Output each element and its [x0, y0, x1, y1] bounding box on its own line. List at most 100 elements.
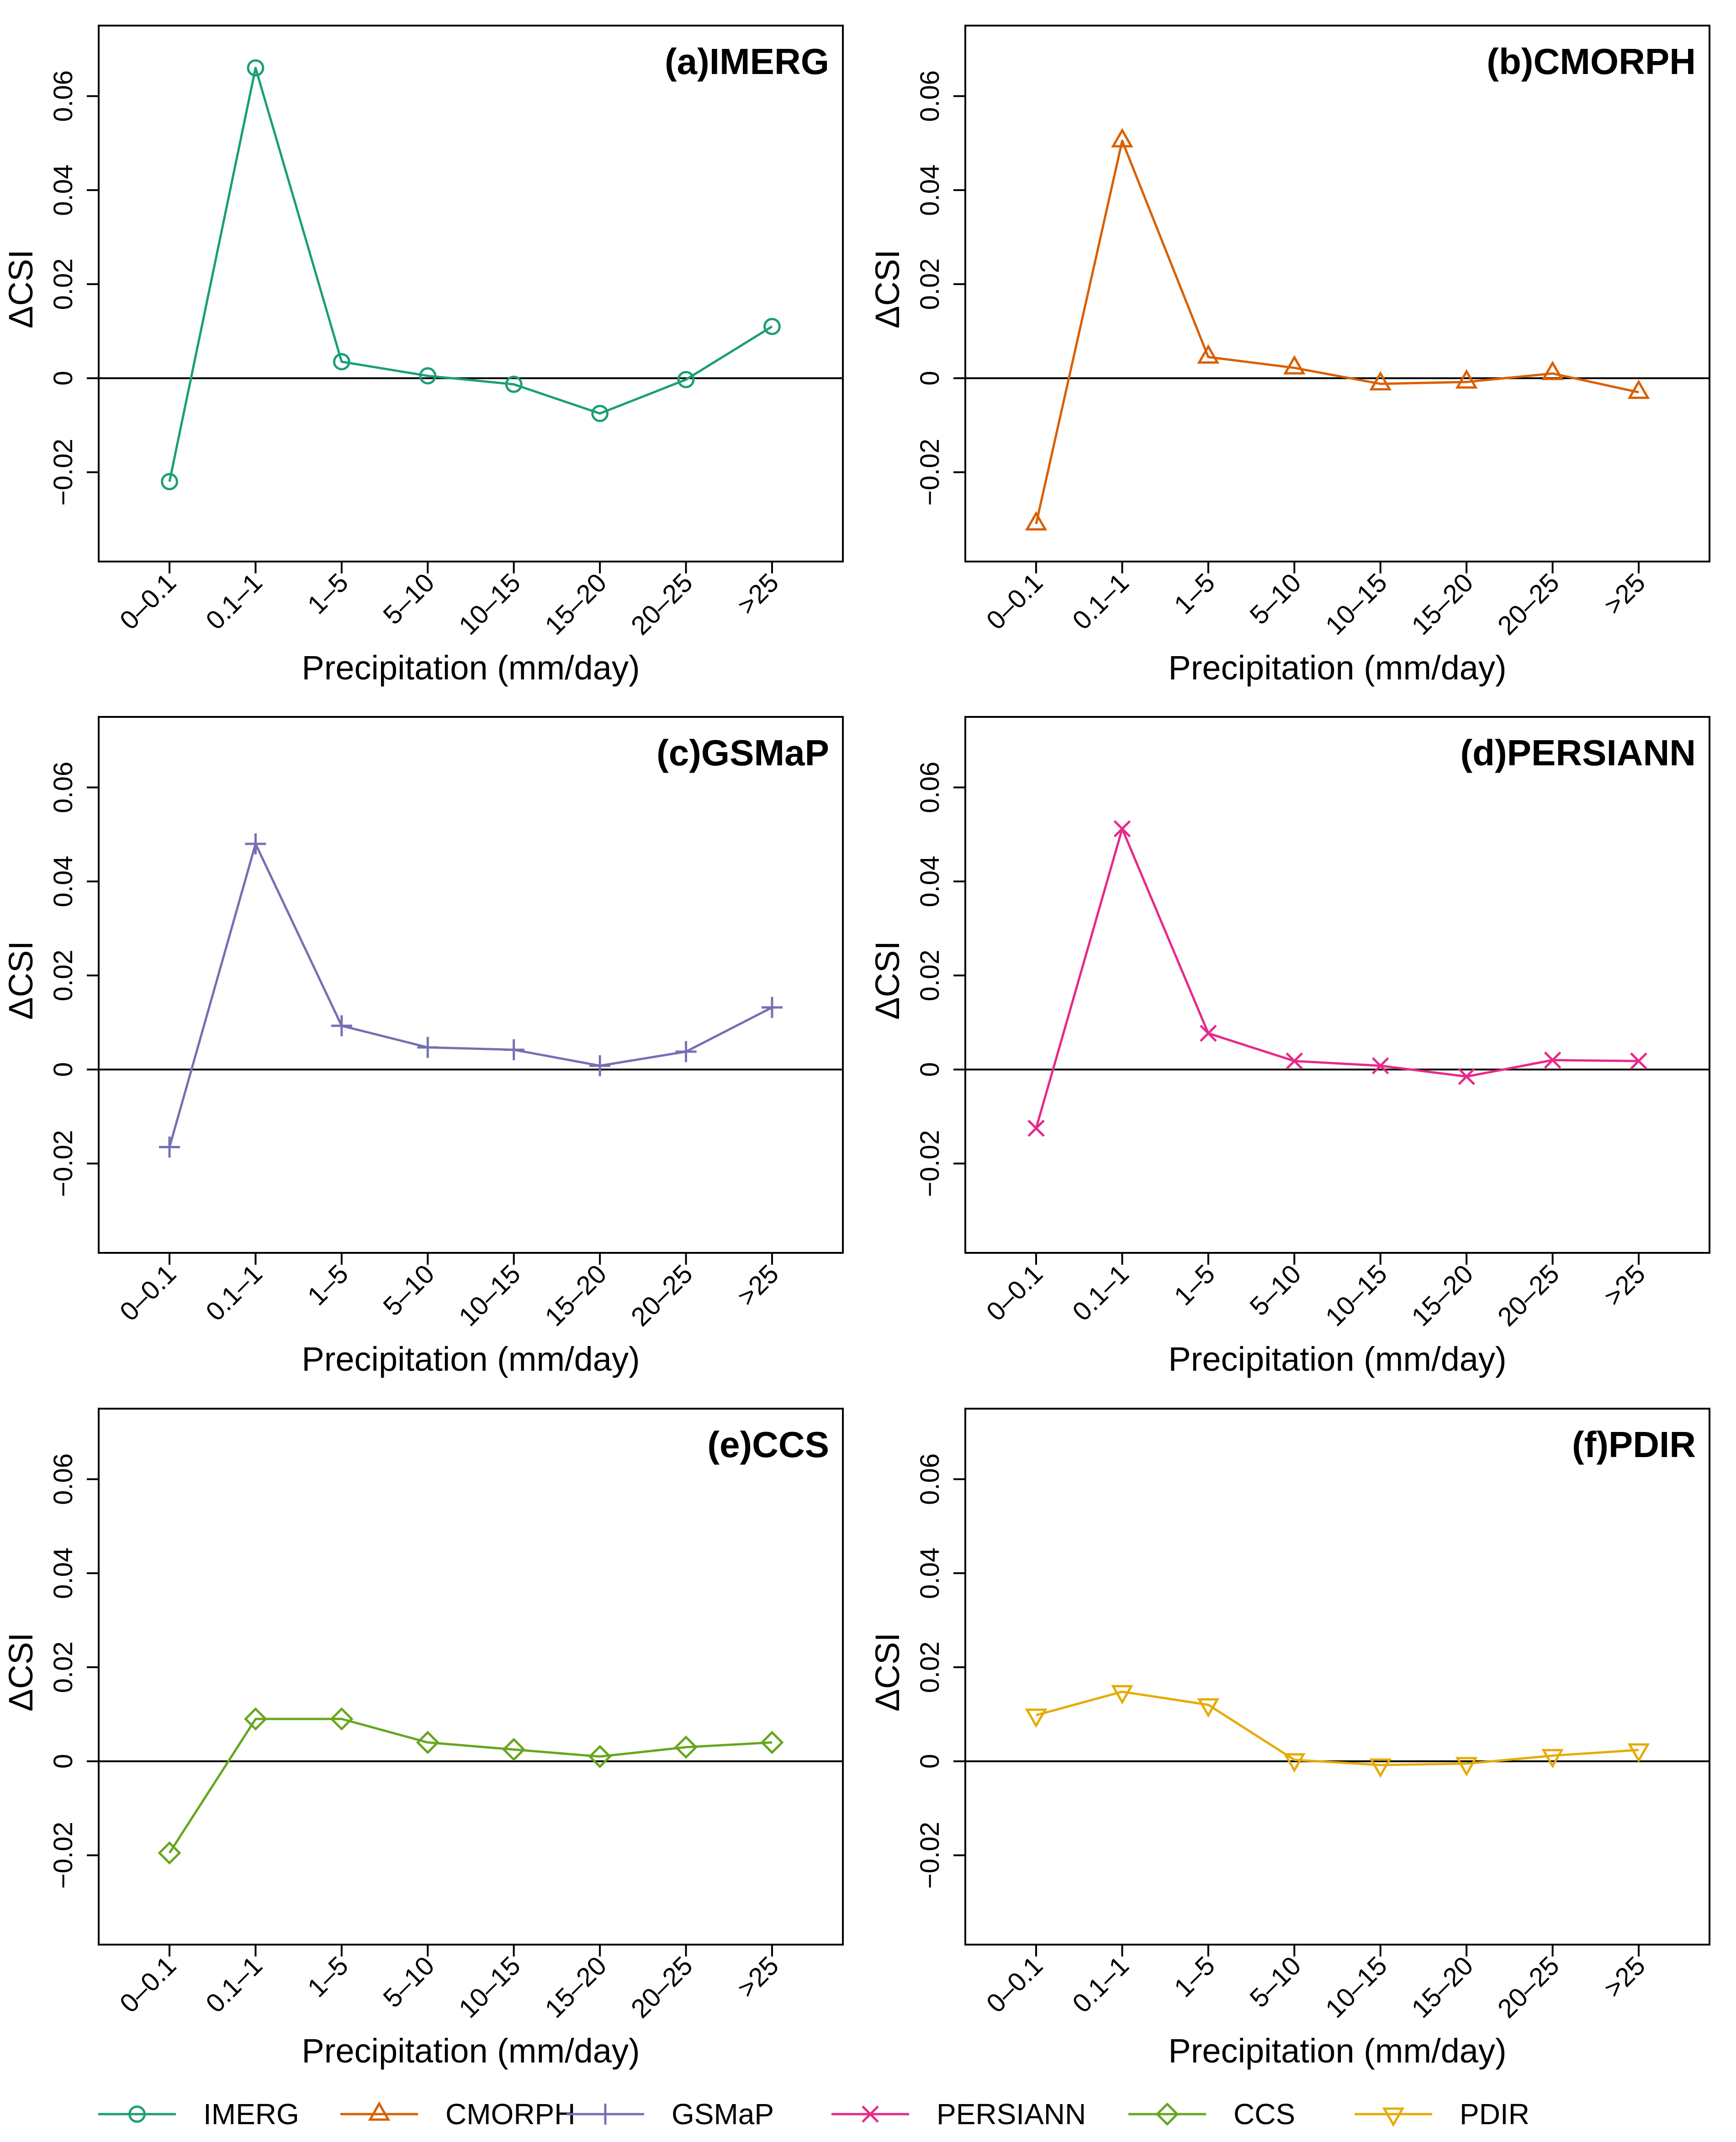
marker-shape: [330, 1707, 354, 1731]
data-point: [1369, 371, 1392, 391]
y-axis-title: ΔCSI: [868, 249, 906, 329]
data-point: [505, 376, 523, 393]
data-point: [1627, 379, 1650, 399]
x-tick-label: 10–15: [1320, 1259, 1393, 1332]
x-tick-label: 0–0.1: [981, 1951, 1049, 2019]
marker-shape: [1369, 371, 1392, 391]
series-line: [168, 843, 773, 1148]
marker-shape: [760, 1731, 784, 1755]
y-tick-label: 0.02: [48, 1641, 78, 1693]
legend-marker: [595, 2104, 616, 2125]
data-point: [1283, 1753, 1306, 1773]
data-point: [161, 473, 178, 490]
series-line: [1035, 827, 1639, 1129]
data-point: [1630, 1052, 1647, 1070]
data-point: [1458, 1068, 1475, 1085]
marker-shape: [1627, 379, 1650, 399]
legend-label: CMORPH: [445, 2098, 575, 2131]
marker-shape: [1458, 1068, 1475, 1085]
y-tick-label: −0.02: [48, 439, 78, 506]
marker-shape: [502, 1738, 526, 1761]
data-point: [1025, 1708, 1048, 1728]
x-axis-title: Precipitation (mm/day): [302, 1340, 640, 1378]
series-line: [168, 67, 773, 482]
x-tick-label: >25: [732, 1951, 785, 2004]
marker-shape: [675, 1041, 697, 1062]
series-line: [168, 1718, 773, 1854]
marker-shape: [1025, 511, 1048, 531]
data-point: [247, 59, 265, 77]
data-point: [1455, 369, 1478, 389]
x-tick-label: 1–5: [302, 1259, 354, 1311]
x-tick-label: 5–10: [377, 1259, 440, 1321]
x-tick-label: 20–25: [625, 1951, 699, 2024]
x-tick-label: 15–20: [1406, 1951, 1479, 2024]
marker-shape: [862, 2105, 879, 2123]
y-tick-label: 0.04: [48, 164, 78, 216]
y-tick-label: 0.02: [915, 1641, 945, 1693]
plot-frame: [98, 25, 844, 562]
marker-shape: [1027, 1119, 1045, 1137]
marker-shape: [674, 1735, 698, 1759]
legend-item-pdir: PDIR: [1355, 2098, 1530, 2131]
data-point: [331, 1015, 352, 1037]
data-point: [416, 1731, 439, 1755]
x-tick-label: 5–10: [1244, 567, 1307, 630]
data-point: [1197, 1698, 1220, 1718]
x-tick-label: 5–10: [377, 1951, 440, 2013]
x-tick-label: 10–15: [453, 1259, 526, 1332]
marker-shape: [333, 353, 350, 371]
panel-title: (e)CCS: [707, 1424, 829, 1465]
y-tick-label: 0.06: [915, 762, 945, 813]
x-tick-label: 0.1–1: [1067, 1951, 1135, 2019]
y-tick-label: 0: [48, 1754, 78, 1769]
y-tick-label: 0.02: [915, 258, 945, 310]
x-tick-label: 1–5: [1169, 567, 1221, 620]
y-tick-label: 0.06: [48, 1453, 78, 1505]
data-point: [1111, 128, 1133, 148]
plot-frame: [964, 1408, 1710, 1946]
x-tick-label: 1–5: [1169, 1259, 1221, 1311]
y-axis-title: ΔCSI: [2, 1633, 40, 1712]
marker-shape: [1283, 1753, 1306, 1773]
marker-shape: [128, 2105, 146, 2123]
series-line: [1036, 1690, 1639, 1766]
x-tick-label: 15–20: [539, 1259, 612, 1332]
x-tick-label: 20–25: [1492, 1951, 1565, 2024]
data-point: [1371, 1057, 1389, 1075]
y-tick-label: −0.02: [915, 1130, 945, 1197]
data-point: [1283, 355, 1306, 375]
y-axis-title: ΔCSI: [2, 249, 40, 329]
marker-shape: [595, 2104, 616, 2125]
data-point: [1200, 1024, 1217, 1042]
marker-shape: [331, 1015, 352, 1037]
data-point: [417, 1037, 439, 1058]
legend-label: GSMaP: [672, 2098, 774, 2131]
data-point: [1113, 820, 1131, 838]
x-tick-label: 0.1–1: [200, 1951, 268, 2019]
y-tick-label: 0: [48, 371, 78, 386]
legend-label: IMERG: [203, 2098, 299, 2131]
data-point: [591, 404, 609, 422]
y-tick-label: 0.06: [48, 762, 78, 813]
marker-shape: [588, 1744, 612, 1768]
data-point: [1197, 344, 1220, 364]
x-tick-label: 15–20: [1406, 567, 1479, 641]
data-point: [674, 1735, 698, 1759]
x-axis-title: Precipitation (mm/day): [1168, 2032, 1506, 2070]
marker-shape: [1025, 1708, 1048, 1728]
plot-frame: [98, 716, 844, 1254]
marker-shape: [763, 318, 781, 335]
x-tick-label: 10–15: [453, 1951, 526, 2024]
marker-shape: [1627, 1743, 1650, 1763]
legend-label: PERSIANN: [937, 2098, 1086, 2131]
marker-shape: [368, 2101, 391, 2121]
y-tick-label: 0.02: [915, 949, 945, 1001]
x-tick-label: 0–0.1: [981, 1259, 1049, 1327]
x-tick-label: 0.1–1: [1067, 567, 1135, 636]
marker-shape: [1111, 128, 1133, 148]
y-tick-label: 0: [48, 1062, 78, 1077]
